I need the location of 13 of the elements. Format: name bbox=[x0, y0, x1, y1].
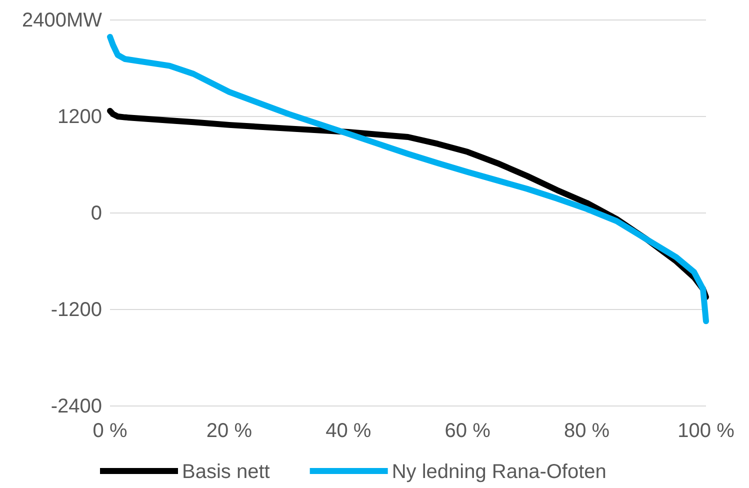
x-tick-label: 20 % bbox=[206, 420, 252, 442]
y-tick-label: 0 bbox=[90, 202, 102, 224]
x-tick-label: 0 % bbox=[92, 420, 128, 442]
y-tick-label: 2400MW bbox=[22, 9, 102, 32]
y-tick-label: 1200 bbox=[58, 106, 102, 128]
y-tick-label: -2400 bbox=[50, 395, 102, 418]
x-tick-label: 80 % bbox=[564, 420, 610, 442]
x-tick-label: 100 % bbox=[678, 420, 735, 442]
legend-label: Basis nett bbox=[182, 461, 270, 483]
y-tick-label: -1200 bbox=[50, 298, 102, 321]
x-tick-label: 40 % bbox=[326, 420, 372, 442]
legend-label: Ny ledning Rana-Ofoten bbox=[392, 461, 606, 483]
x-tick-label: 60 % bbox=[444, 420, 491, 442]
